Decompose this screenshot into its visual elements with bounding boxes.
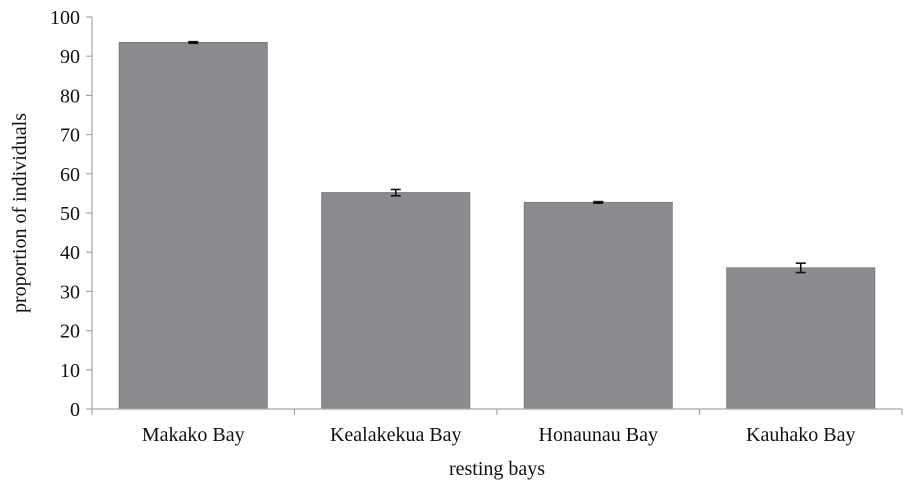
y-axis-title: proportion of individuals <box>9 113 31 313</box>
x-tick-label: Makako Bay <box>142 424 245 446</box>
y-tick-label: 70 <box>60 125 80 147</box>
y-tick-label: 50 <box>60 203 80 225</box>
error-bars <box>188 40 806 274</box>
y-tick-label: 80 <box>60 85 80 107</box>
error-bar <box>188 40 199 45</box>
x-axis-title: resting bays <box>449 458 545 480</box>
error-bar <box>390 188 401 197</box>
y-tick-label: 30 <box>60 281 80 303</box>
bar-series <box>118 41 876 410</box>
y-tick-label: 0 <box>70 399 80 421</box>
x-axis-ticks: Makako Bay Kealakekua Bay Honaunau Bay Kauh… <box>91 409 903 446</box>
bar <box>523 201 673 410</box>
y-tick-label: 40 <box>60 242 80 264</box>
y-tick-label: 60 <box>60 164 80 186</box>
error-bar <box>593 200 604 204</box>
y-axis-ticks: 0 10 20 30 40 50 60 70 80 90 100 <box>50 7 92 421</box>
y-tick-label: 20 <box>60 321 80 343</box>
x-tick-label: Kauhako Bay <box>746 424 855 446</box>
x-tick-label: Kealakekua Bay <box>330 424 462 446</box>
y-tick-label: 10 <box>60 360 80 382</box>
x-tick-label: Honaunau Bay <box>539 424 658 446</box>
y-tick-label: 100 <box>50 7 80 29</box>
y-tick-label: 90 <box>60 46 80 68</box>
bar <box>321 192 471 410</box>
error-bar <box>795 262 806 274</box>
bar <box>726 267 876 410</box>
bar <box>118 41 268 410</box>
